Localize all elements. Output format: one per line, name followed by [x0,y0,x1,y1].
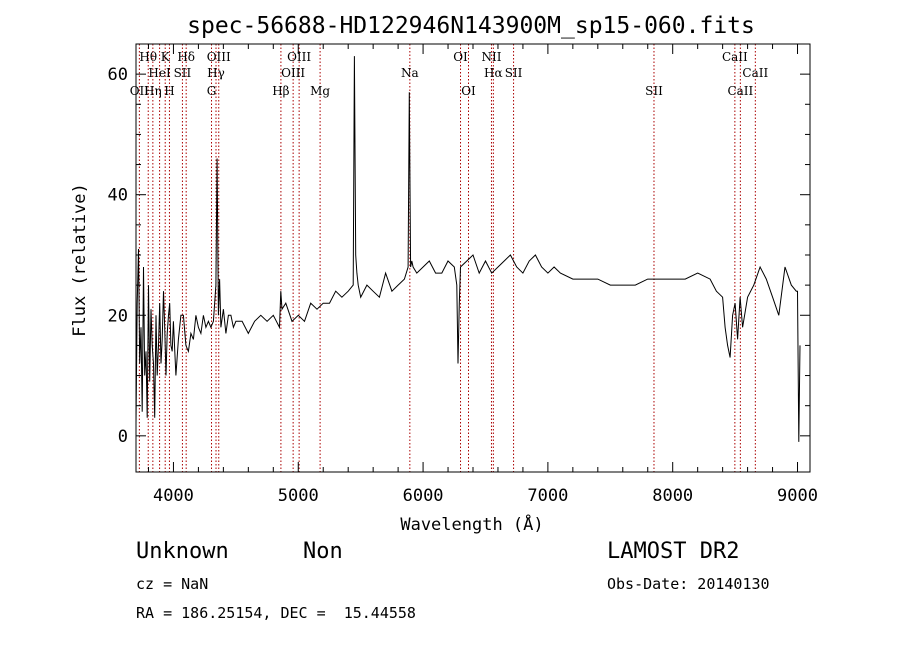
line-label: OIII [287,50,311,64]
line-label: HeI [148,66,171,80]
x-tick-label: 7000 [527,486,568,506]
x-tick-label: 5000 [278,486,319,506]
obs-date: Obs-Date: 20140130 [607,575,770,593]
line-label: Hη [144,84,162,98]
emission-line-markers [138,44,756,472]
ra-dec-coords: RA = 186.25154, DEC = 15.44558 [136,604,416,622]
line-label: OII [130,84,150,98]
line-label: OI [461,84,476,98]
y-tick-label: 40 [108,186,128,206]
line-label: SII [174,66,192,80]
axis-ticks [136,44,810,472]
line-label: Mg [310,84,330,98]
line-label: CaII [742,66,768,80]
y-tick-label: 20 [108,306,128,326]
plot-frame [135,43,811,473]
emission-line-labels: HθOIIHηHeIKHSIIHδGHγOIIIHβOIIIOIIIMgNaOI… [130,50,769,98]
line-label: CaII [727,84,753,98]
line-label: Hα [484,66,503,80]
x-axis-label: Wavelength (Å) [400,513,543,535]
line-label: SII [645,84,663,98]
line-label: CaII [722,50,748,64]
x-tick-label: 8000 [652,486,693,506]
line-label: G [207,84,217,98]
line-label: H [164,84,174,98]
x-tick-label: 9000 [777,486,818,506]
line-label: Hβ [272,84,289,98]
survey-label: LAMOST DR2 [607,539,740,564]
y-tick-labels: 0 20 40 60 [108,65,128,447]
line-label: NII [481,50,501,64]
line-label: OIII [207,50,231,64]
chart-title: spec-56688-HD122946N143900M_sp15-060.fit… [187,13,755,39]
line-label: Hδ [177,50,195,64]
line-label: OIII [281,66,305,80]
line-label: SII [505,66,523,80]
x-tick-labels: 4000 5000 6000 7000 8000 9000 [153,486,818,506]
spectrum-line [135,56,801,442]
line-label: Na [401,66,419,80]
y-axis-label: Flux (relative) [70,183,90,337]
line-label: OI [453,50,468,64]
line-label: Hθ [139,50,157,64]
redshift-cz: cz = NaN [136,575,209,593]
line-label: Hγ [207,66,225,80]
x-tick-label: 6000 [403,486,444,506]
object-subclass: Non [303,539,343,564]
y-tick-label: 0 [118,427,128,447]
line-label: K [161,50,171,64]
x-tick-label: 4000 [153,486,194,506]
object-class: Unknown [136,539,229,564]
y-tick-label: 60 [108,65,128,85]
